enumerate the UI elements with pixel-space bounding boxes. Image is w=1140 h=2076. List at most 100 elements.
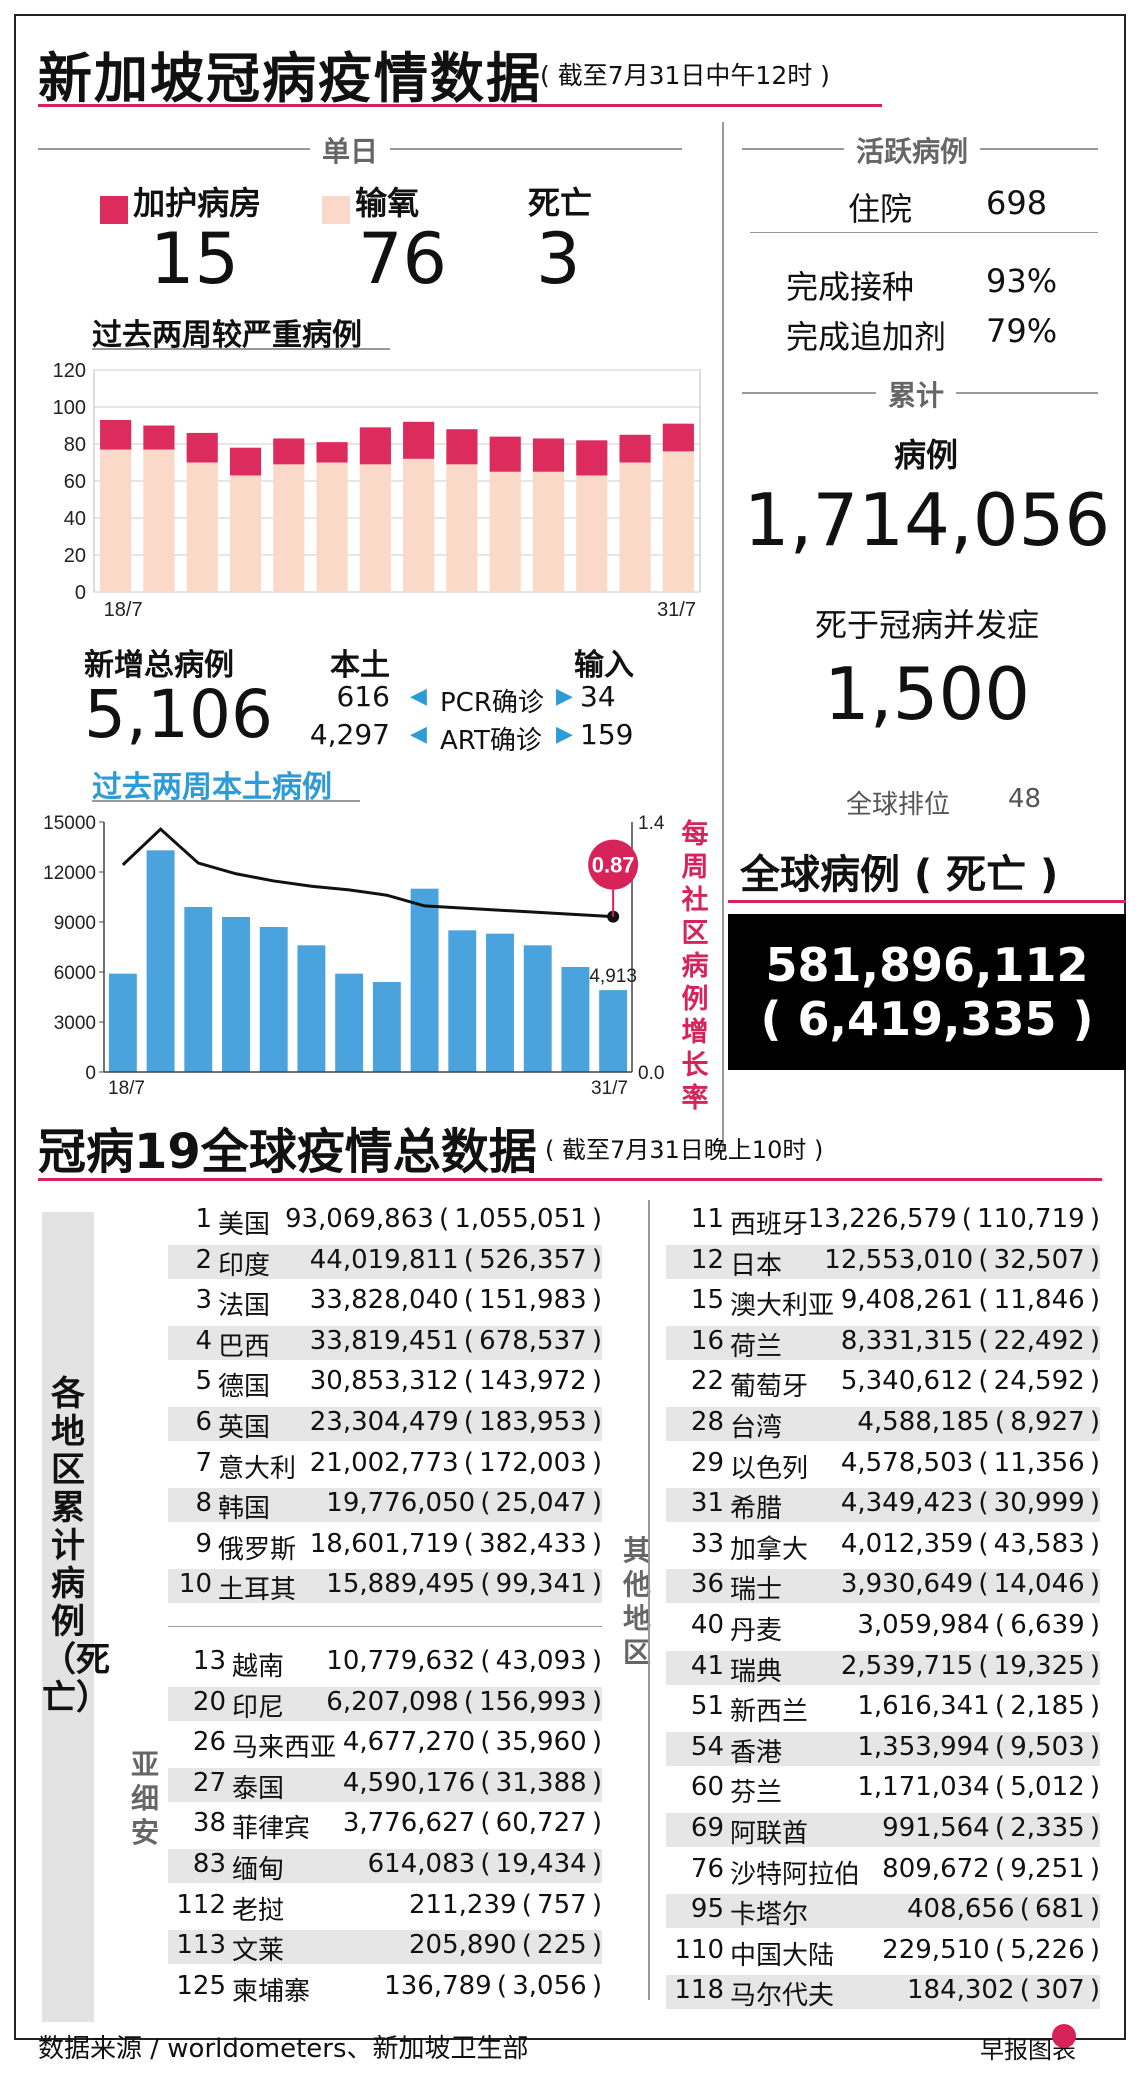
table-row: 95 卡塔尔 408,656 ( 681 ): [666, 1894, 1100, 1930]
y-tick-label: 60: [64, 471, 86, 493]
row-country: 土耳其: [218, 1575, 297, 1606]
table-row: 5 德国 30,853,312 ( 143,972 ): [168, 1366, 602, 1402]
page-subtitle: ( 截至7月31日中午12时 ): [540, 61, 830, 90]
hospital-label: 住院: [848, 190, 913, 228]
y-tick-label: 40: [64, 508, 86, 530]
table-row: 4 巴西 33,819,451 ( 678,537 ): [168, 1325, 602, 1362]
table-row: 16 荷兰 8,331,315 ( 22,492 ): [666, 1325, 1100, 1362]
side-label: 各地区累计病例（死亡）: [42, 1374, 110, 1718]
bar-oxygen: [143, 449, 175, 592]
row-cases-deaths: 614,083 ( 19,434 ): [367, 1849, 602, 1879]
row-cases-deaths: 211,239 ( 757 ): [408, 1889, 602, 1920]
row-rank: 6: [195, 1407, 212, 1437]
row-cases-deaths: 3,930,649 ( 14,046 ): [840, 1569, 1100, 1600]
bar-local-cases: [523, 945, 552, 1072]
row-rank: 2: [195, 1244, 212, 1275]
art-label: ART确诊: [440, 726, 542, 756]
others-label: 其他地区: [622, 1534, 651, 1669]
row-cases-deaths: 4,590,176 ( 31,388 ): [342, 1767, 602, 1798]
row-rank: 69: [690, 1813, 724, 1843]
row-cases-deaths: 44,019,811 ( 526,357 ): [309, 1244, 602, 1275]
bar-icu: [576, 440, 608, 476]
row-cases-deaths: 136,789 ( 3,056 ): [384, 1970, 602, 2001]
row-cases-deaths: 23,304,479 ( 183,953 ): [309, 1407, 602, 1437]
row-country: 台湾: [730, 1413, 783, 1443]
bar-local-cases: [184, 907, 213, 1072]
row-country: 沙特阿拉伯: [730, 1859, 861, 1890]
table-row: 112 老挝 211,239 ( 757 ): [168, 1889, 602, 1926]
global-underline: [728, 900, 1126, 903]
table-row: 2 印度 44,019,811 ( 526,357 ): [168, 1244, 602, 1281]
row-rank: 28: [690, 1407, 724, 1437]
row-cases-deaths: 229,510 ( 5,226 ): [882, 1934, 1100, 1965]
y-tick-label: 6000: [54, 963, 96, 984]
booster-value: 79%: [986, 312, 1058, 350]
table-row: 54 香港 1,353,994 ( 9,503 ): [666, 1731, 1100, 1768]
row-cases-deaths: 205,890 ( 225 ): [408, 1930, 602, 1961]
row-rank: 10: [178, 1569, 212, 1600]
row-country: 芬兰: [730, 1778, 783, 1809]
row-rank: 31: [690, 1488, 724, 1519]
table-row: 1 美国 93,069,863 ( 1,055,051 ): [168, 1204, 602, 1240]
row-cases-deaths: 1,171,034 ( 5,012 ): [857, 1772, 1100, 1803]
bar-icu: [229, 447, 262, 476]
highlight-bubble: [588, 839, 639, 890]
global-section-title: 冠病19全球疫情总数据: [38, 1124, 537, 1180]
legend-oxygen: 输氧: [322, 178, 419, 224]
pcr-local-value: 616: [336, 680, 390, 713]
bar-icu: [143, 425, 175, 450]
row-rank: 3: [195, 1285, 212, 1316]
data-source: 数据来源 / worldometers、新加坡卫生部: [38, 2034, 529, 2064]
row-cases-deaths: 809,672 ( 9,251 ): [882, 1853, 1100, 1884]
row-country: 葡萄牙: [730, 1372, 809, 1403]
bar-icu: [662, 423, 694, 452]
row-rank: 5: [195, 1366, 212, 1397]
severe-chart-title: 过去两周较严重病例: [92, 318, 362, 353]
row-country: 荷兰: [730, 1331, 783, 1362]
active-section-label: 活跃病例: [844, 130, 981, 170]
row-cases-deaths: 9,408,261 ( 11,846 ): [840, 1285, 1100, 1316]
row-country: 瑞士: [730, 1575, 783, 1606]
row-country: 日本: [730, 1250, 783, 1281]
highlight-value: 0.87: [592, 853, 635, 878]
row-rank: 33: [690, 1528, 724, 1559]
row-rank: 51: [690, 1691, 724, 1722]
bar-oxygen: [619, 462, 651, 592]
global-cases-title: 全球病例 ( 死亡 ): [740, 852, 1059, 898]
legend-icu-swatch: [100, 195, 128, 224]
icu-value: 15: [150, 218, 240, 300]
y-tick-label: 9000: [54, 913, 96, 934]
row-rank: 4: [195, 1325, 212, 1356]
table-row: 60 芬兰 1,171,034 ( 5,012 ): [666, 1772, 1100, 1809]
table-row: 33 加拿大 4,012,359 ( 43,583 ): [666, 1528, 1100, 1565]
row-country: 泰国: [232, 1773, 285, 1804]
row-country: 马来西亚: [232, 1733, 337, 1764]
row-rank: 95: [690, 1894, 724, 1925]
bar-icu: [619, 434, 651, 463]
bar-icu: [403, 421, 435, 459]
row-rank: 29: [690, 1447, 724, 1478]
row-rank: 11: [690, 1204, 724, 1234]
hospital-value: 698: [986, 184, 1048, 222]
side-label-bar: [42, 1212, 94, 2022]
row-rank: 1: [195, 1204, 212, 1234]
table-row: 51 新西兰 1,616,341 ( 2,185 ): [666, 1691, 1100, 1727]
row-cases-deaths: 1,616,341 ( 2,185 ): [857, 1691, 1100, 1722]
row-rank: 15: [690, 1285, 724, 1316]
arrow-right-icon: ▶: [556, 684, 573, 709]
table-row: 28 台湾 4,588,185 ( 8,927 ): [666, 1407, 1100, 1443]
vaccinated-value: 93%: [986, 262, 1058, 300]
growth-rate-point: [607, 910, 620, 923]
row-rank: 26: [192, 1727, 226, 1758]
row-rank: 22: [690, 1366, 724, 1397]
row-country: 加拿大: [730, 1534, 809, 1565]
global-cases-box: 581,896,112 ( 6,419,335 ): [728, 914, 1126, 1070]
row-country: 俄罗斯: [218, 1534, 297, 1565]
y-tick-label: 120: [53, 360, 86, 382]
table-row: 40 丹麦 3,059,984 ( 6,639 ): [666, 1610, 1100, 1646]
bar-icu: [532, 438, 565, 472]
row-country: 意大利: [218, 1453, 297, 1484]
table-row: 118 马尔代夫 184,302 ( 307 ): [666, 1975, 1100, 2011]
table-row: 6 英国 23,304,479 ( 183,953 ): [168, 1407, 602, 1443]
row-country: 中国大陆: [730, 1940, 835, 1971]
